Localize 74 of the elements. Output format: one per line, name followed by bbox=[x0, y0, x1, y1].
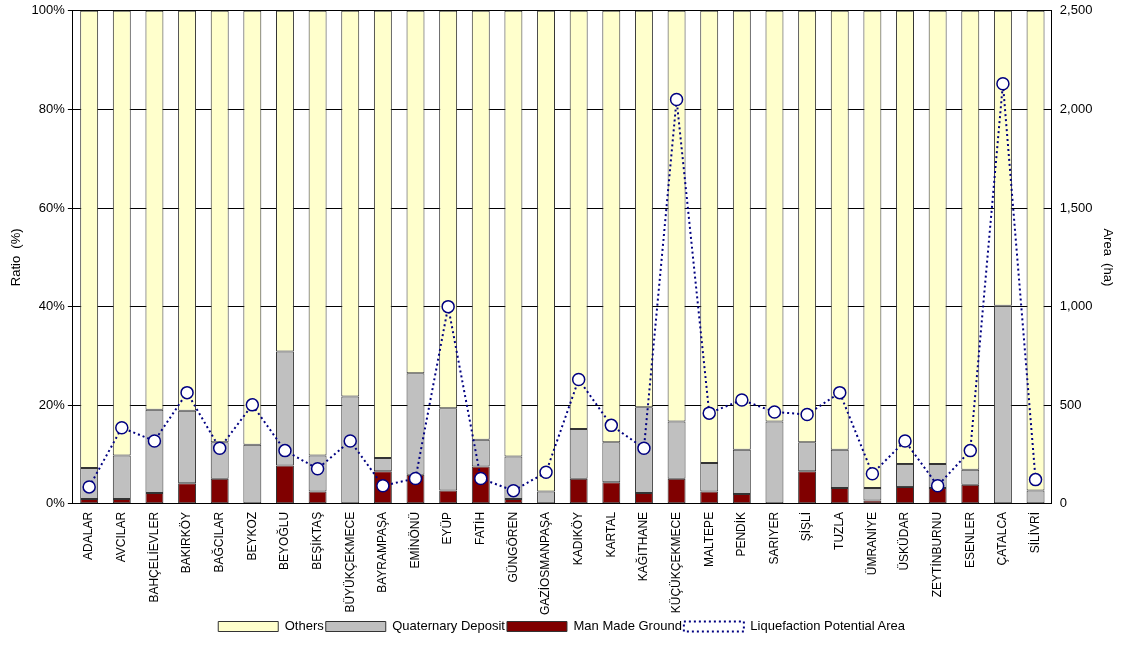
point bbox=[245, 398, 260, 412]
x-tick-label: ŞİŞLİ bbox=[799, 511, 814, 542]
point bbox=[930, 478, 945, 493]
y2-tick-label: 2,500 bbox=[1059, 2, 1093, 18]
point bbox=[408, 471, 423, 486]
x-tick-label: ÇATALCA bbox=[995, 511, 1010, 566]
x-tick-label: BEŞİKTAŞ bbox=[309, 511, 324, 570]
x-tick-label: SİLİVRİ bbox=[1027, 511, 1042, 554]
point bbox=[115, 420, 129, 435]
legend-label: Liquefaction Potential Area bbox=[750, 618, 906, 634]
x-tick-label: BAĞCILAR bbox=[211, 511, 227, 573]
x-tick-label: KAĞITHANE bbox=[635, 511, 651, 582]
point bbox=[767, 405, 782, 419]
x-tick-label: EMİNÖNÜ bbox=[407, 511, 422, 569]
point bbox=[996, 77, 1010, 91]
y-tick-label: 0% bbox=[46, 495, 66, 511]
y-tick-label: 60% bbox=[38, 199, 66, 215]
y2-tick-label: 500 bbox=[1059, 396, 1082, 412]
y2-tick-label: 2,000 bbox=[1059, 100, 1093, 116]
x-tick-label: EYÜP bbox=[440, 511, 455, 545]
legend-label: Man Made Ground bbox=[573, 618, 682, 634]
point bbox=[963, 443, 978, 458]
point bbox=[343, 434, 357, 448]
point bbox=[212, 441, 227, 455]
point bbox=[180, 385, 194, 400]
legend-label: Others bbox=[284, 618, 325, 634]
point bbox=[637, 441, 651, 455]
x-tick-label: ÜSKÜDAR bbox=[897, 511, 912, 571]
y2-tick-label: 1,000 bbox=[1059, 298, 1093, 314]
point bbox=[441, 299, 455, 314]
point bbox=[702, 406, 716, 420]
y-tick-label: 80% bbox=[38, 100, 66, 116]
y-tick-label: 100% bbox=[31, 2, 66, 18]
x-tick-label: ESENLER bbox=[962, 511, 977, 568]
x-tick-label: BAYRAMPAŞA bbox=[375, 511, 390, 593]
x-tick-label: KÜÇÜKÇEKMECE bbox=[668, 511, 683, 614]
x-tick-label: TUZLA bbox=[832, 511, 847, 550]
x-tick-label: FATİH bbox=[473, 511, 488, 545]
y2-tick-label: 0 bbox=[1059, 495, 1068, 511]
x-tick-label: ÜMRANİYE bbox=[864, 511, 879, 576]
x-tick-label: ZEYTİNBURNU bbox=[929, 511, 944, 598]
y2-tick-label: 1,500 bbox=[1059, 199, 1093, 215]
y-tick-label: 40% bbox=[38, 298, 66, 314]
x-tick-label: ADALAR bbox=[81, 511, 96, 560]
point bbox=[735, 393, 749, 407]
x-tick-label: GAZİOSMANPAŞA bbox=[538, 511, 553, 616]
point bbox=[1028, 472, 1043, 487]
y2-axis-title: Area (ha) bbox=[1100, 228, 1116, 287]
x-tick-label: BEYOĞLU bbox=[276, 511, 292, 570]
y-tick-label: 20% bbox=[38, 396, 66, 412]
point bbox=[669, 92, 684, 107]
x-tick-label: KADIKÖY bbox=[570, 511, 585, 566]
point bbox=[571, 372, 586, 387]
x-tick-label: MALTEPE bbox=[701, 511, 716, 567]
y-axis-title: Ratio (%) bbox=[8, 228, 24, 287]
point bbox=[278, 443, 292, 458]
x-tick-label: BEYKOZ bbox=[244, 511, 259, 561]
legend-label: Quaternary Deposit bbox=[392, 618, 506, 634]
point bbox=[147, 434, 162, 448]
x-tick-label: GÜNGÖREN bbox=[505, 511, 520, 583]
x-tick-label: BAHÇELİEVLER bbox=[146, 511, 161, 603]
x-tick-label: BÜYÜKÇEKMECE bbox=[342, 511, 357, 613]
x-tick-label: SARIYER bbox=[766, 511, 781, 565]
x-tick-label: KARTAL bbox=[603, 511, 618, 558]
point bbox=[506, 483, 521, 498]
x-tick-label: PENDİK bbox=[734, 511, 749, 557]
point bbox=[539, 465, 553, 480]
x-tick-label: AVCILAR bbox=[114, 511, 129, 563]
point bbox=[800, 407, 814, 422]
point bbox=[833, 385, 847, 400]
point bbox=[604, 418, 619, 433]
point bbox=[865, 466, 880, 481]
point bbox=[898, 434, 912, 448]
x-tick-label: BAKIRKÖY bbox=[179, 511, 194, 574]
